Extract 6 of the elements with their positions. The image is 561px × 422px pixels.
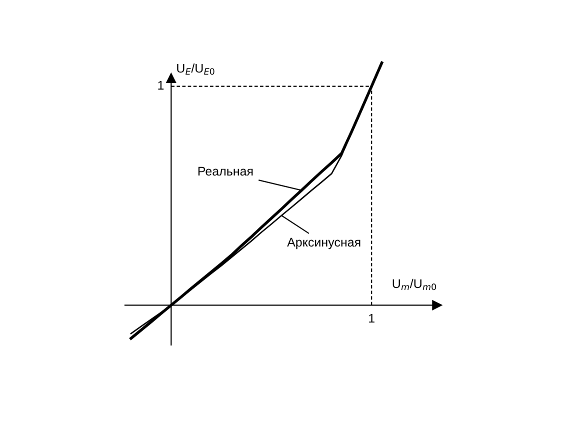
x-axis-title: U$_{m}$/U$_{m0}$ <box>392 278 436 290</box>
ref-line-label: 1 <box>158 80 164 90</box>
annotation: 1 <box>369 314 374 323</box>
y-axis-title: U$_{E}$/U$_{E0}$ <box>177 64 214 75</box>
annotation: Реальная <box>198 166 253 176</box>
annotation: Арксинусная <box>287 238 360 250</box>
